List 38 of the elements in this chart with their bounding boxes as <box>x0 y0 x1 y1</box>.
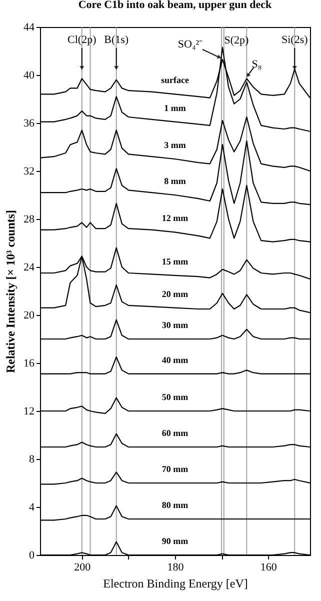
y-tick-label: 4 <box>29 502 35 514</box>
series-label: surface <box>161 75 189 86</box>
y-axis-title: Relative Intensity [× 10³ counts] <box>4 210 18 374</box>
y-tick-label: 20 <box>24 310 35 322</box>
annotation: Cl(2p) <box>68 34 97 46</box>
y-tick-label: 44 <box>24 22 35 34</box>
annotation: S(2p) <box>224 34 250 46</box>
series-label: 40 mm <box>162 354 189 365</box>
x-tick-label: 200 <box>74 562 92 574</box>
series-label: 60 mm <box>162 428 189 438</box>
chart-title: Core C1b into oak beam, upper gun deck <box>78 0 273 11</box>
series-label: 1 mm <box>164 102 186 113</box>
series-label: 80 mm <box>162 500 189 510</box>
y-tick-label: 0 <box>29 550 35 562</box>
series-label: 30 mm <box>162 320 189 330</box>
series-label: 3 mm <box>164 140 186 150</box>
y-tick-label: 28 <box>24 214 35 226</box>
x-axis-title: Electron Binding Energy [eV] <box>103 576 248 590</box>
y-tick-label: 36 <box>24 118 35 130</box>
annotation: B(1s) <box>104 34 129 46</box>
series-label: 20 mm <box>162 288 189 299</box>
y-tick-label: 16 <box>24 358 35 370</box>
x-tick-label: 180 <box>167 562 184 574</box>
series-label: 8 mm <box>164 176 186 186</box>
y-tick-label: 32 <box>24 166 34 178</box>
x-tick-label: 160 <box>260 562 278 574</box>
annotation: S₈ <box>252 58 262 71</box>
y-tick-label: 8 <box>29 454 35 466</box>
y-tick-label: 12 <box>24 406 34 418</box>
annotation: SO₄²⁻ <box>178 38 204 50</box>
y-tick-label: 24 <box>24 262 35 274</box>
annotation: Si(2s) <box>281 34 308 46</box>
series-label: 50 mm <box>162 392 189 402</box>
y-tick-label: 40 <box>24 70 35 82</box>
series-label: 90 mm <box>162 536 189 546</box>
series-label: 70 mm <box>162 464 189 474</box>
series-label: 12 mm <box>162 213 189 224</box>
series-label: 15 mm <box>162 256 189 266</box>
